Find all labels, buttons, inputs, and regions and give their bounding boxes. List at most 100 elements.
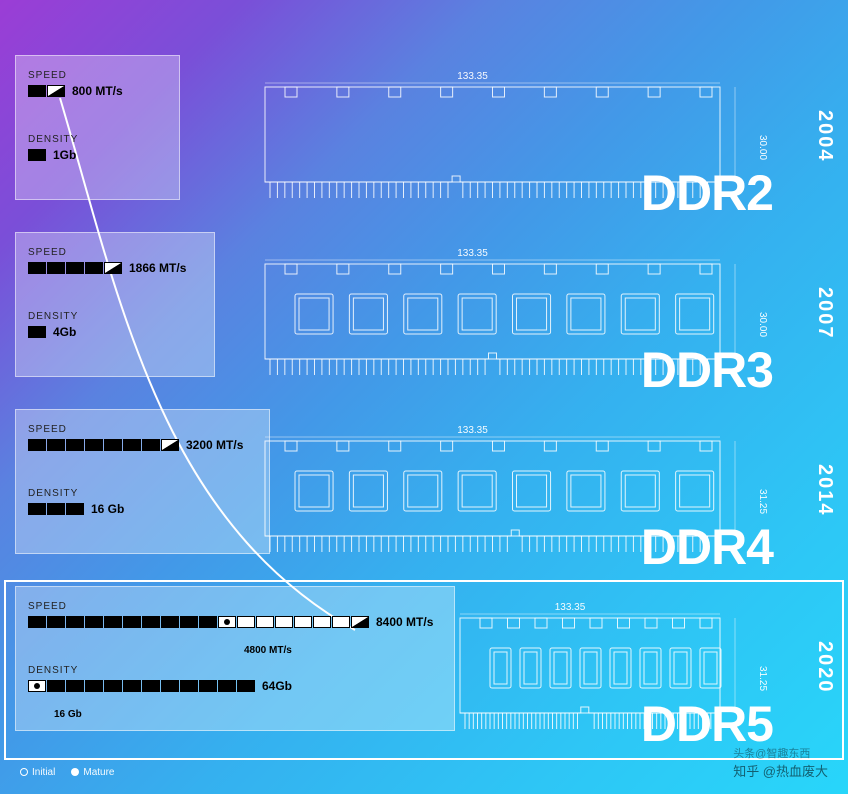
speed-label: SPEED	[28, 424, 243, 435]
indicator-box	[351, 616, 369, 628]
indicator-box	[199, 616, 217, 628]
density-block: DENSITY 16 Gb	[28, 488, 124, 516]
speed-value: 8400 MT/s	[376, 615, 433, 629]
indicator-box	[85, 616, 103, 628]
indicator-box	[85, 439, 103, 451]
indicator-box	[104, 262, 122, 274]
indicator-box	[104, 439, 122, 451]
speed-indicator: 8400 MT/s 4800 MT/s	[28, 615, 433, 629]
speed-indicator: 800 MT/s	[28, 84, 123, 98]
speed-label: SPEED	[28, 247, 186, 258]
indicator-box	[66, 616, 84, 628]
indicator-box	[28, 680, 46, 692]
indicator-box	[142, 439, 160, 451]
speed-indicator: 3200 MT/s	[28, 438, 243, 452]
indicator-box	[47, 262, 65, 274]
indicator-box	[104, 616, 122, 628]
stats-panel: SPEED 800 MT/s DENSITY 1Gb	[15, 55, 180, 200]
indicator-box	[47, 616, 65, 628]
indicator-box	[123, 439, 141, 451]
stats-panel: SPEED 3200 MT/s DENSITY 16 Gb	[15, 409, 270, 554]
svg-text:133.35: 133.35	[457, 425, 488, 436]
indicator-box	[28, 439, 46, 451]
indicator-box	[66, 439, 84, 451]
indicator-box	[28, 503, 46, 515]
legend-initial: Initial	[20, 767, 55, 778]
speed-block: SPEED 8400 MT/s 4800 MT/s	[28, 601, 433, 629]
speed-mid-label: 4800 MT/s	[244, 645, 292, 656]
indicator-box	[161, 616, 179, 628]
density-indicator: 64Gb 16 Gb	[28, 679, 292, 693]
density-block: DENSITY 64Gb 16 Gb	[28, 665, 292, 693]
generation-name: DDR4	[641, 518, 773, 576]
density-value: 1Gb	[53, 148, 76, 162]
speed-block: SPEED 800 MT/s	[28, 70, 123, 98]
indicator-box	[161, 680, 179, 692]
indicator-box	[28, 326, 46, 338]
legend: Initial Mature	[20, 767, 114, 778]
speed-value: 3200 MT/s	[186, 438, 243, 452]
speed-label: SPEED	[28, 70, 123, 81]
density-value: 4Gb	[53, 325, 76, 339]
indicator-box	[28, 149, 46, 161]
indicator-box	[275, 616, 293, 628]
speed-label: SPEED	[28, 601, 433, 612]
indicator-box	[104, 680, 122, 692]
density-block: DENSITY 4Gb	[28, 311, 78, 339]
svg-text:133.35: 133.35	[555, 602, 586, 613]
generation-name: DDR2	[641, 164, 773, 222]
infographic-canvas: SPEED 800 MT/s DENSITY 1Gb 133.35 30.00	[0, 0, 848, 794]
legend-mature: Mature	[71, 767, 114, 778]
indicator-box	[66, 503, 84, 515]
svg-text:31.25: 31.25	[757, 666, 768, 691]
indicator-box	[47, 680, 65, 692]
stats-panel: SPEED 1866 MT/s DENSITY 4Gb	[15, 232, 215, 377]
generation-name: DDR3	[641, 341, 773, 399]
indicator-box	[237, 680, 255, 692]
stats-panel: SPEED 8400 MT/s 4800 MT/s DENSITY 64Gb 1…	[15, 586, 455, 731]
speed-indicator: 1866 MT/s	[28, 261, 186, 275]
indicator-box	[85, 680, 103, 692]
svg-text:133.35: 133.35	[457, 71, 488, 82]
indicator-box	[180, 680, 198, 692]
generation-year: 2007	[813, 287, 836, 340]
svg-text:133.35: 133.35	[457, 248, 488, 259]
density-label: DENSITY	[28, 665, 292, 676]
indicator-box	[66, 680, 84, 692]
indicator-box	[199, 680, 217, 692]
svg-text:31.25: 31.25	[757, 489, 768, 514]
watermark: 头条@智趣东西 知乎 @热血废大	[733, 745, 828, 780]
svg-text:30.00: 30.00	[757, 135, 768, 160]
indicator-box	[47, 439, 65, 451]
density-label: DENSITY	[28, 488, 124, 499]
indicator-box	[161, 439, 179, 451]
svg-text:30.00: 30.00	[757, 312, 768, 337]
indicator-box	[47, 503, 65, 515]
generation-year: 2004	[813, 110, 836, 163]
generation-row-ddr2: SPEED 800 MT/s DENSITY 1Gb 133.35 30.00	[0, 55, 848, 230]
indicator-box	[142, 616, 160, 628]
density-mid-label: 16 Gb	[54, 709, 82, 720]
density-indicator: 16 Gb	[28, 502, 124, 516]
speed-block: SPEED 3200 MT/s	[28, 424, 243, 452]
density-value: 16 Gb	[91, 502, 124, 516]
indicator-box	[123, 616, 141, 628]
density-label: DENSITY	[28, 134, 78, 145]
density-indicator: 4Gb	[28, 325, 78, 339]
indicator-box	[123, 680, 141, 692]
density-block: DENSITY 1Gb	[28, 134, 78, 162]
density-value: 64Gb	[262, 679, 292, 693]
speed-block: SPEED 1866 MT/s	[28, 247, 186, 275]
indicator-box	[294, 616, 312, 628]
indicator-box	[256, 616, 274, 628]
indicator-box	[66, 262, 84, 274]
indicator-box	[313, 616, 331, 628]
indicator-box	[332, 616, 350, 628]
indicator-box	[218, 616, 236, 628]
indicator-box	[180, 616, 198, 628]
generation-row-ddr4: SPEED 3200 MT/s DENSITY 16 Gb 133.35 31.…	[0, 409, 848, 584]
speed-value: 800 MT/s	[72, 84, 123, 98]
indicator-box	[142, 680, 160, 692]
generation-year: 2014	[813, 464, 836, 517]
indicator-box	[237, 616, 255, 628]
